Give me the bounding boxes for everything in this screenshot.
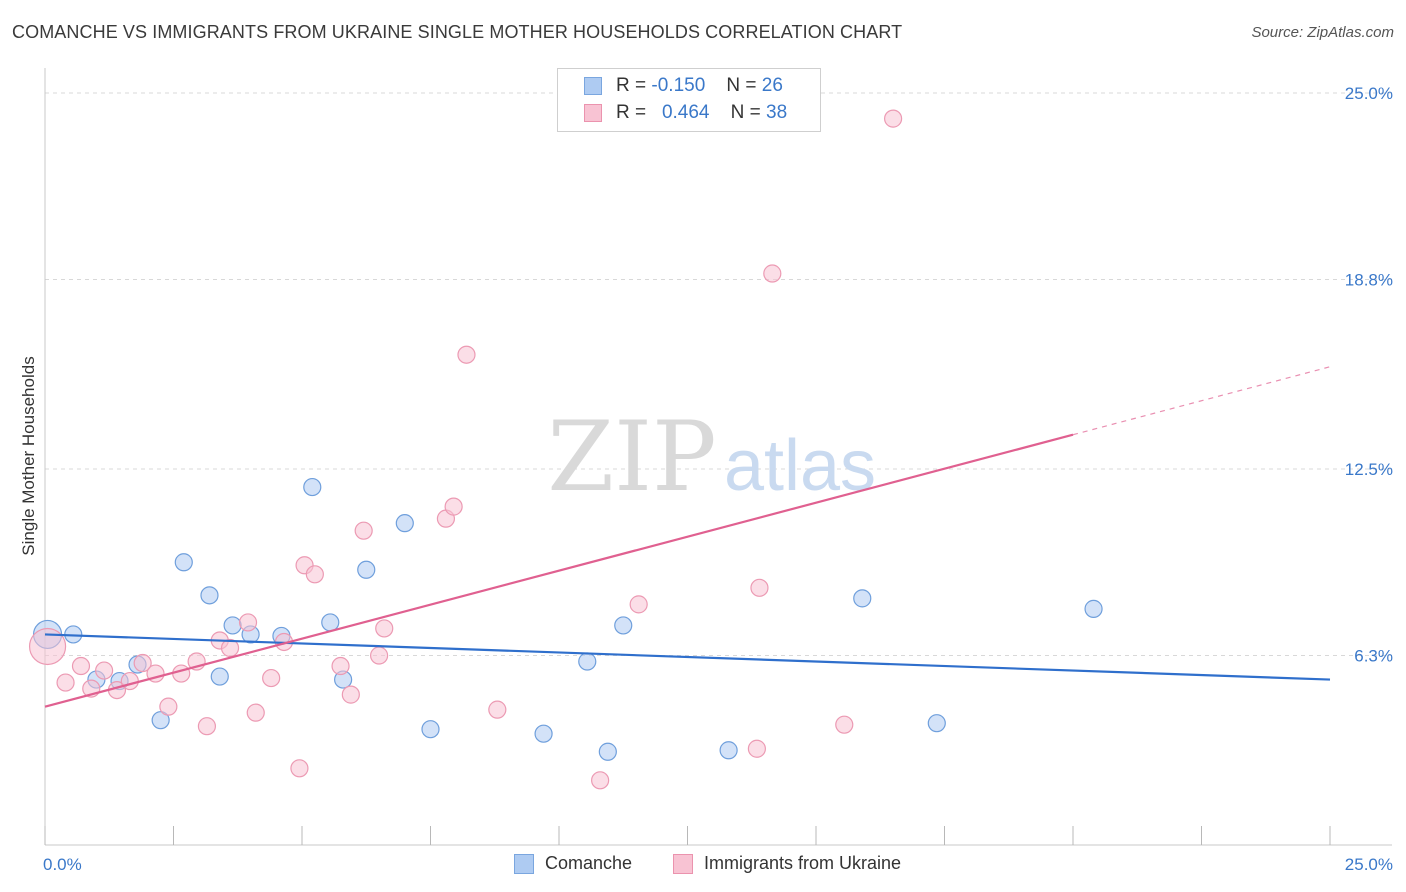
data-point <box>927 714 946 733</box>
tick-labels: 6.3% 12.5% 18.8% 25.0% 0.0% 25.0% <box>43 84 1393 874</box>
data-point <box>598 742 617 761</box>
data-point <box>750 578 769 597</box>
data-point <box>95 661 114 680</box>
x-tick-label: 0.0% <box>43 855 82 874</box>
data-point <box>174 553 193 572</box>
data-point <box>883 109 903 128</box>
data-point <box>1084 599 1103 618</box>
data-point <box>151 711 170 730</box>
legend-row-ukraine: R = 0.464 N = 38 <box>558 100 820 126</box>
y-tick-label: 18.8% <box>1345 271 1393 290</box>
legend-swatch-comanche <box>584 77 602 95</box>
data-point <box>133 653 152 673</box>
data-points <box>28 109 1103 790</box>
data-point <box>421 720 440 739</box>
data-point <box>200 586 219 605</box>
trend-lines <box>44 366 1331 708</box>
data-point <box>719 741 738 760</box>
data-point <box>321 613 340 632</box>
data-point <box>629 595 648 614</box>
y-tick-label: 12.5% <box>1345 460 1393 479</box>
data-point <box>763 264 782 283</box>
data-point <box>591 771 610 790</box>
trend-line-extension <box>1072 366 1331 436</box>
legend-n-label: N = <box>726 75 757 96</box>
legend-n-value: 38 <box>766 102 788 123</box>
chart-title: COMANCHE VS IMMIGRANTS FROM UKRAINE SING… <box>12 22 903 42</box>
data-point <box>341 685 360 704</box>
legend-r-label: R = <box>616 75 647 96</box>
legend-n-label: N = <box>730 102 761 123</box>
data-point <box>262 668 281 688</box>
source-label: Source: ZipAtlas.com <box>1251 24 1394 41</box>
data-point <box>172 664 191 683</box>
watermark-zip: ZIP <box>547 401 716 513</box>
bottom-legend-label: Immigrants from Ukraine <box>704 853 902 873</box>
data-point <box>444 497 463 516</box>
data-point <box>457 345 476 364</box>
data-point <box>835 715 854 734</box>
data-point <box>395 514 414 533</box>
data-point <box>614 616 633 635</box>
bottom-legend-swatch-ukraine <box>673 854 693 874</box>
data-point <box>331 656 350 676</box>
data-point <box>305 565 324 584</box>
trend-line <box>44 633 1331 681</box>
data-point <box>210 667 229 686</box>
watermark-atlas: atlas <box>724 426 876 506</box>
data-point <box>56 673 75 692</box>
data-point <box>578 652 597 671</box>
trend-line <box>44 433 1074 708</box>
data-point <box>375 619 394 638</box>
axes <box>44 68 1392 846</box>
data-point <box>303 477 322 497</box>
data-point <box>28 627 67 666</box>
data-point <box>238 613 258 632</box>
data-point <box>488 700 507 719</box>
watermark: ZIP atlas <box>547 401 876 513</box>
legend-r-value: -0.150 <box>651 75 706 96</box>
legend-row-comanche: R = -0.150 N = 26 <box>558 73 820 99</box>
data-point <box>197 717 217 736</box>
bottom-legend-swatch-comanche <box>514 854 534 874</box>
bottom-legend-label: Comanche <box>545 853 633 873</box>
data-point <box>290 759 309 778</box>
data-point <box>747 739 766 758</box>
data-point <box>534 724 553 743</box>
data-point <box>357 560 376 579</box>
y-tick-label: 25.0% <box>1345 84 1393 103</box>
correlation-legend: R = -0.150 N = 26 R = 0.464 N = 38 <box>557 68 821 132</box>
data-point <box>853 589 872 608</box>
x-tick-label: 25.0% <box>1345 855 1393 874</box>
data-point <box>220 638 240 658</box>
data-point <box>120 671 139 691</box>
legend-n-value: 26 <box>761 75 783 96</box>
data-point <box>246 703 265 722</box>
legend-r-value: 0.464 <box>661 102 710 123</box>
data-point <box>354 521 373 540</box>
y-tick-label: 6.3% <box>1354 647 1393 666</box>
legend-swatch-ukraine <box>584 104 602 122</box>
data-point <box>223 616 242 635</box>
data-point <box>370 646 389 665</box>
legend-r-label: R = <box>616 102 647 123</box>
grid-lines <box>45 92 1392 657</box>
data-point <box>159 697 178 716</box>
data-point <box>71 656 91 676</box>
